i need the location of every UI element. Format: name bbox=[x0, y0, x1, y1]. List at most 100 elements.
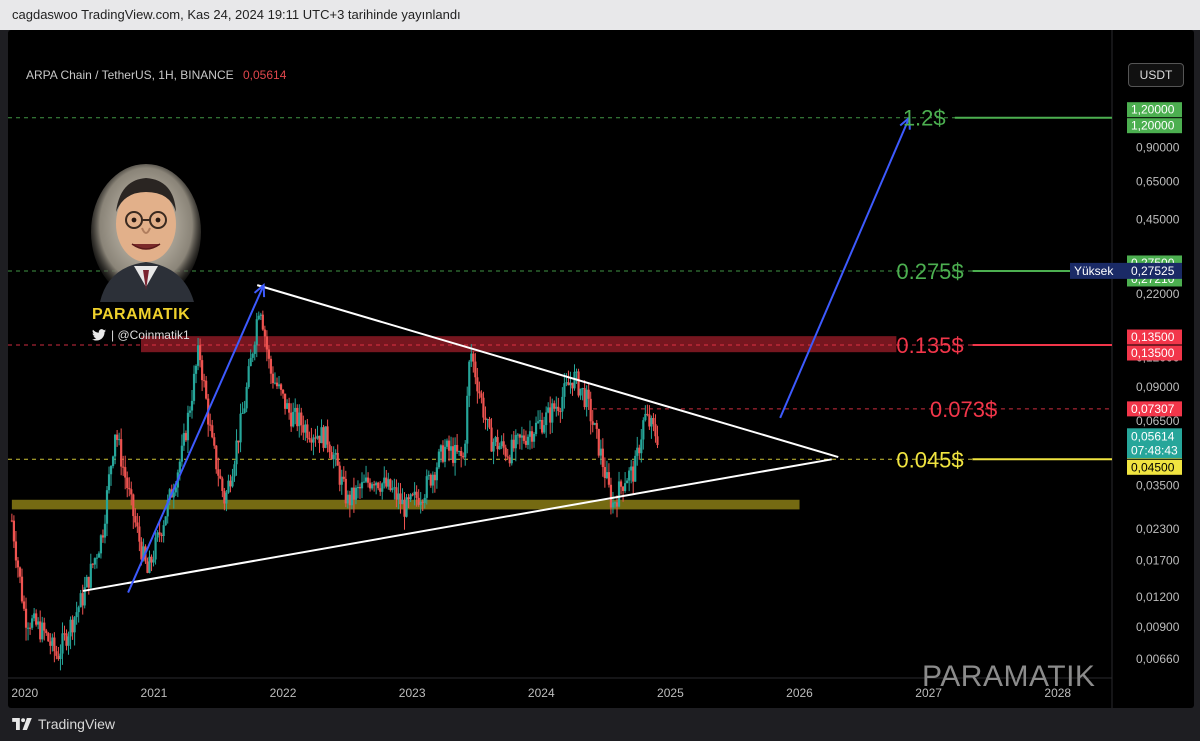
candle-body bbox=[116, 434, 119, 440]
candle-body bbox=[41, 622, 44, 640]
candle-body bbox=[656, 436, 659, 446]
candle-body bbox=[14, 541, 18, 561]
candle-body bbox=[35, 613, 38, 625]
time-axis-tick-label: 2021 bbox=[141, 686, 168, 700]
candle-body bbox=[429, 474, 432, 486]
price-axis-tick-label: 0,06500 bbox=[1136, 414, 1180, 428]
candle-body bbox=[563, 383, 566, 397]
candle-body bbox=[221, 478, 224, 491]
candle-body bbox=[172, 492, 175, 498]
candle-body bbox=[482, 397, 485, 418]
candle-body bbox=[522, 435, 526, 441]
candle-body bbox=[405, 497, 408, 517]
candle-body bbox=[585, 389, 588, 408]
candle-body bbox=[85, 576, 88, 588]
candle-body bbox=[439, 445, 443, 452]
candle-body bbox=[18, 567, 22, 577]
candle-body bbox=[128, 488, 131, 490]
candle-body bbox=[597, 428, 600, 456]
candle-body bbox=[468, 361, 471, 396]
candle-body bbox=[528, 431, 532, 437]
candle-body bbox=[534, 422, 538, 434]
candle-body bbox=[340, 476, 343, 485]
candle-body bbox=[607, 472, 611, 485]
candle-body bbox=[53, 637, 56, 652]
price-chart[interactable]: 1.2$0.275$0.135$0.073$0.045$1,800000,900… bbox=[8, 30, 1194, 708]
candle-body bbox=[480, 393, 483, 398]
tradingview-logo-text: TradingView bbox=[38, 716, 116, 732]
candle-body bbox=[490, 427, 493, 452]
candle-body bbox=[532, 433, 536, 442]
candle-body bbox=[229, 480, 232, 487]
candle-body bbox=[492, 441, 495, 452]
candle-body bbox=[26, 627, 30, 629]
candle-body bbox=[348, 494, 351, 506]
candle-body bbox=[109, 466, 113, 475]
triangle-lower-trendline bbox=[82, 458, 832, 592]
candle-body bbox=[472, 353, 475, 362]
candle-body bbox=[619, 481, 623, 487]
candle-body bbox=[395, 487, 398, 500]
price-axis-tick-label: 0,03500 bbox=[1136, 478, 1180, 492]
candle-body bbox=[377, 482, 380, 489]
candle-body bbox=[581, 388, 584, 390]
candle-body bbox=[235, 440, 238, 465]
candle-body bbox=[591, 421, 594, 425]
chart-frame[interactable]: 1.2$0.275$0.135$0.073$0.045$1,800000,900… bbox=[8, 30, 1194, 708]
candle-body bbox=[304, 424, 307, 433]
candle-body bbox=[154, 537, 157, 560]
candle-body bbox=[243, 408, 246, 413]
candle-body bbox=[403, 499, 406, 517]
candle-body bbox=[211, 425, 214, 438]
candle-body bbox=[28, 627, 32, 629]
candle-body bbox=[16, 560, 20, 568]
candle-body bbox=[417, 497, 420, 505]
candle-body bbox=[583, 388, 586, 408]
candle-body bbox=[31, 618, 34, 628]
twitter-handle[interactable]: | @Coinmatik1 bbox=[92, 328, 190, 342]
candle-body bbox=[539, 419, 542, 422]
currency-button[interactable]: USDT bbox=[1128, 63, 1184, 87]
candle-body bbox=[332, 454, 335, 460]
candle-body bbox=[443, 446, 447, 462]
candle-body bbox=[561, 396, 564, 412]
candle-body bbox=[599, 448, 602, 456]
candle-body bbox=[223, 490, 226, 504]
candle-body bbox=[530, 431, 534, 442]
price-axis-tick-label: 0,02300 bbox=[1136, 522, 1180, 536]
candle-body bbox=[103, 523, 107, 538]
tradingview-logo[interactable]: TradingView bbox=[12, 716, 115, 732]
time-axis-tick-label: 2023 bbox=[399, 686, 426, 700]
candle-body bbox=[456, 444, 459, 452]
candle-body bbox=[20, 576, 24, 602]
candle-body bbox=[259, 314, 262, 316]
candle-body bbox=[71, 619, 74, 633]
candle-body bbox=[569, 382, 572, 386]
price-axis-tick-label: 0,00900 bbox=[1136, 620, 1180, 634]
candle-body bbox=[516, 434, 519, 436]
candle-body bbox=[334, 452, 337, 455]
candle-body bbox=[650, 417, 653, 427]
time-axis-tick-label: 2024 bbox=[528, 686, 555, 700]
candle-body bbox=[646, 413, 649, 415]
candle-body bbox=[273, 382, 277, 384]
candle-body bbox=[441, 445, 445, 462]
candle-body bbox=[478, 391, 481, 394]
candle-body bbox=[636, 447, 639, 456]
candle-body bbox=[488, 419, 491, 428]
candle-body bbox=[310, 439, 313, 443]
candle-body bbox=[87, 576, 90, 588]
level-price-badge: 0,13500 bbox=[1131, 330, 1175, 344]
candle-body bbox=[648, 414, 651, 427]
candle-body bbox=[63, 633, 66, 635]
candle-body bbox=[39, 621, 42, 640]
level-label: 1.2$ bbox=[903, 106, 946, 131]
candle-body bbox=[118, 439, 121, 441]
candle-body bbox=[500, 441, 503, 447]
candle-body bbox=[595, 423, 598, 429]
price-axis-tick-label: 0,01200 bbox=[1136, 590, 1180, 604]
candle-body bbox=[65, 633, 68, 646]
level-label: 0.045$ bbox=[896, 447, 963, 472]
footer-bar: TradingView bbox=[0, 708, 1200, 741]
candle-body bbox=[634, 455, 637, 482]
